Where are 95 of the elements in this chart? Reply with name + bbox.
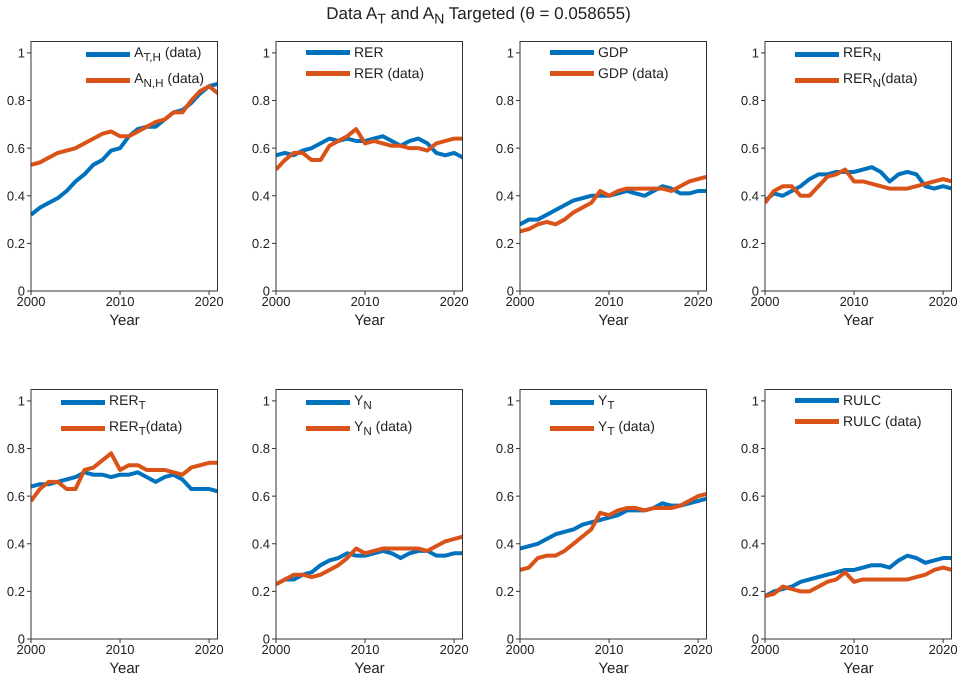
- y-tick-label: 1: [18, 394, 25, 409]
- x-tick-label: 2000: [506, 642, 534, 658]
- legend-label: RER$_{T}$(data): [109, 416, 182, 440]
- legend-label: RER$_{N}$: [843, 43, 881, 66]
- y-tick-label: 1: [262, 46, 270, 61]
- x-tick-label: 2020: [440, 642, 469, 658]
- y-tick-label: 0.6: [6, 488, 25, 504]
- y-tick-label: 0.2: [6, 584, 25, 599]
- y-tick-label: 0.4: [740, 536, 759, 552]
- y-tick-label: 0.6: [6, 140, 25, 156]
- x-tick-label: 2010: [350, 642, 380, 658]
- y-tick-label: 0.8: [6, 93, 25, 108]
- legend-label: RER$_{N}$(data): [843, 68, 918, 92]
- y-tick-label: 1: [752, 46, 759, 61]
- y-tick-label: 0.2: [740, 584, 759, 599]
- x-axis-title: Year: [109, 660, 140, 677]
- text: Data A$_{T}$ and A$_{N}$ Targeted (θ = 0.058655): [326, 4, 631, 28]
- legend-label: Y$_{N}$ (data): [354, 416, 412, 440]
- x-tick-label: 2000: [262, 642, 290, 658]
- y-tick-label: 0.6: [252, 488, 270, 504]
- y-tick-label: 0.4: [252, 188, 270, 204]
- y-tick-label: 1: [752, 394, 759, 409]
- y-tick-label: 0.8: [740, 93, 759, 108]
- y-tick-label: 0.2: [496, 236, 514, 251]
- x-tick-label: 2010: [106, 294, 135, 310]
- legend-label: RER (data): [354, 64, 424, 83]
- y-tick-label: 1: [18, 46, 25, 61]
- y-tick-label: 1: [506, 394, 514, 409]
- y-tick-label: 0.6: [252, 140, 270, 156]
- legend-label: Y$_{N}$: [354, 391, 372, 414]
- y-tick-label: 0.2: [6, 236, 25, 251]
- y-tick-label: 0.8: [6, 441, 25, 456]
- line-series: [520, 174, 707, 234]
- x-tick-label: 2010: [106, 642, 135, 658]
- x-tick-label: 2000: [750, 294, 780, 310]
- y-tick-label: 1: [262, 394, 270, 409]
- x-tick-label: 2000: [16, 294, 46, 310]
- x-tick-label: 2020: [440, 294, 469, 310]
- y-tick-label: 0.2: [496, 584, 514, 599]
- x-tick-label: 2020: [928, 294, 957, 310]
- y-tick-label: 0.6: [740, 488, 759, 504]
- line-series: [31, 451, 218, 503]
- x-tick-label: 2010: [350, 294, 380, 310]
- x-axis-title: Year: [598, 312, 629, 329]
- x-axis-title: Year: [598, 660, 629, 677]
- y-tick-label: 0.2: [252, 584, 270, 599]
- x-tick-label: 2010: [840, 642, 869, 658]
- y-tick-label: 0.2: [252, 236, 270, 251]
- legend-label: Y$_{T}$ (data): [598, 416, 655, 440]
- legend-label: GDP: [598, 43, 628, 62]
- y-tick-label: 0.6: [740, 140, 759, 156]
- x-tick-label: 2020: [194, 294, 224, 310]
- line-series: [520, 492, 707, 572]
- x-tick-label: 2010: [840, 294, 869, 310]
- y-tick-label: 0.4: [6, 188, 25, 204]
- x-axis-title: Year: [843, 312, 874, 329]
- legend-label: RER$_{T}$: [109, 391, 146, 414]
- y-tick-label: 0.8: [252, 441, 270, 456]
- x-axis-title: Year: [354, 312, 385, 329]
- x-tick-label: 2020: [684, 294, 713, 310]
- legend-label: Y$_{T}$: [598, 391, 614, 414]
- y-tick-label: 0.4: [252, 536, 270, 552]
- x-tick-label: 2020: [194, 642, 224, 658]
- y-tick-label: 0.6: [496, 140, 514, 156]
- line-series: [765, 566, 952, 598]
- y-tick-label: 0.8: [252, 93, 270, 108]
- x-tick-label: 2020: [928, 642, 957, 658]
- x-axis-title: Year: [354, 660, 385, 677]
- y-tick-label: 0.2: [740, 236, 759, 251]
- x-tick-label: 2020: [684, 642, 713, 658]
- y-tick-label: 0.4: [496, 536, 514, 552]
- x-tick-label: 2000: [16, 642, 46, 658]
- legend-label: RULC (data): [843, 412, 922, 431]
- x-tick-label: 2010: [594, 642, 624, 658]
- line-series: [276, 534, 463, 586]
- y-tick-label: 0.8: [496, 93, 514, 108]
- legend-label: A$_{T,H}$ (data): [134, 43, 202, 66]
- legend-label: GDP (data): [598, 64, 669, 83]
- y-tick-label: 0.4: [740, 188, 759, 204]
- x-tick-label: 2000: [506, 294, 534, 310]
- line-series: [276, 127, 463, 172]
- y-tick-label: 1: [506, 46, 514, 61]
- y-tick-label: 0.4: [6, 536, 25, 552]
- x-axis-title: Year: [109, 312, 140, 329]
- y-tick-label: 0.4: [496, 188, 514, 204]
- x-tick-label: 2000: [750, 642, 780, 658]
- x-tick-label: 2010: [594, 294, 624, 310]
- x-tick-label: 2000: [262, 294, 290, 310]
- legend-label: RULC: [843, 391, 882, 410]
- y-tick-label: 0.6: [496, 488, 514, 504]
- legend-label: RER: [354, 43, 384, 62]
- y-tick-label: 0.8: [496, 441, 514, 456]
- legend-label: A$_{N,H}$ (data): [134, 68, 204, 92]
- y-tick-label: 0.8: [740, 441, 759, 456]
- x-axis-title: Year: [843, 660, 874, 677]
